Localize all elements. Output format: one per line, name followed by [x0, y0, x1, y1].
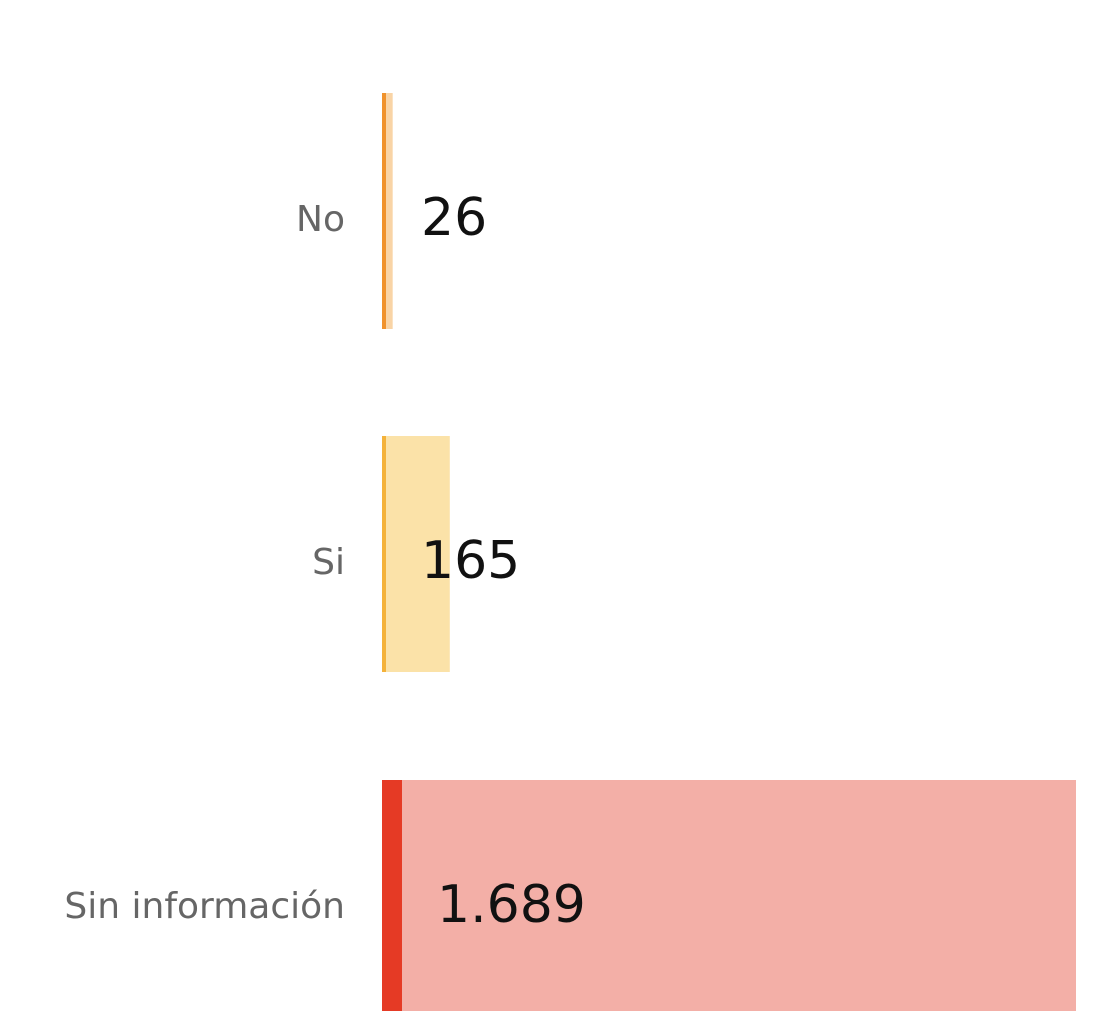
value-label: 1.689 — [437, 875, 586, 935]
bar — [382, 436, 450, 672]
bar-accent — [382, 436, 386, 672]
bar-accent — [382, 780, 402, 1011]
category-label: Sin información — [64, 886, 345, 927]
category-label: Si — [312, 542, 345, 583]
bar-accent — [382, 93, 386, 329]
bar — [382, 93, 393, 329]
value-label: 165 — [421, 531, 520, 591]
category-label: No — [296, 199, 345, 240]
value-label: 26 — [421, 188, 487, 248]
bar — [382, 780, 1076, 1011]
